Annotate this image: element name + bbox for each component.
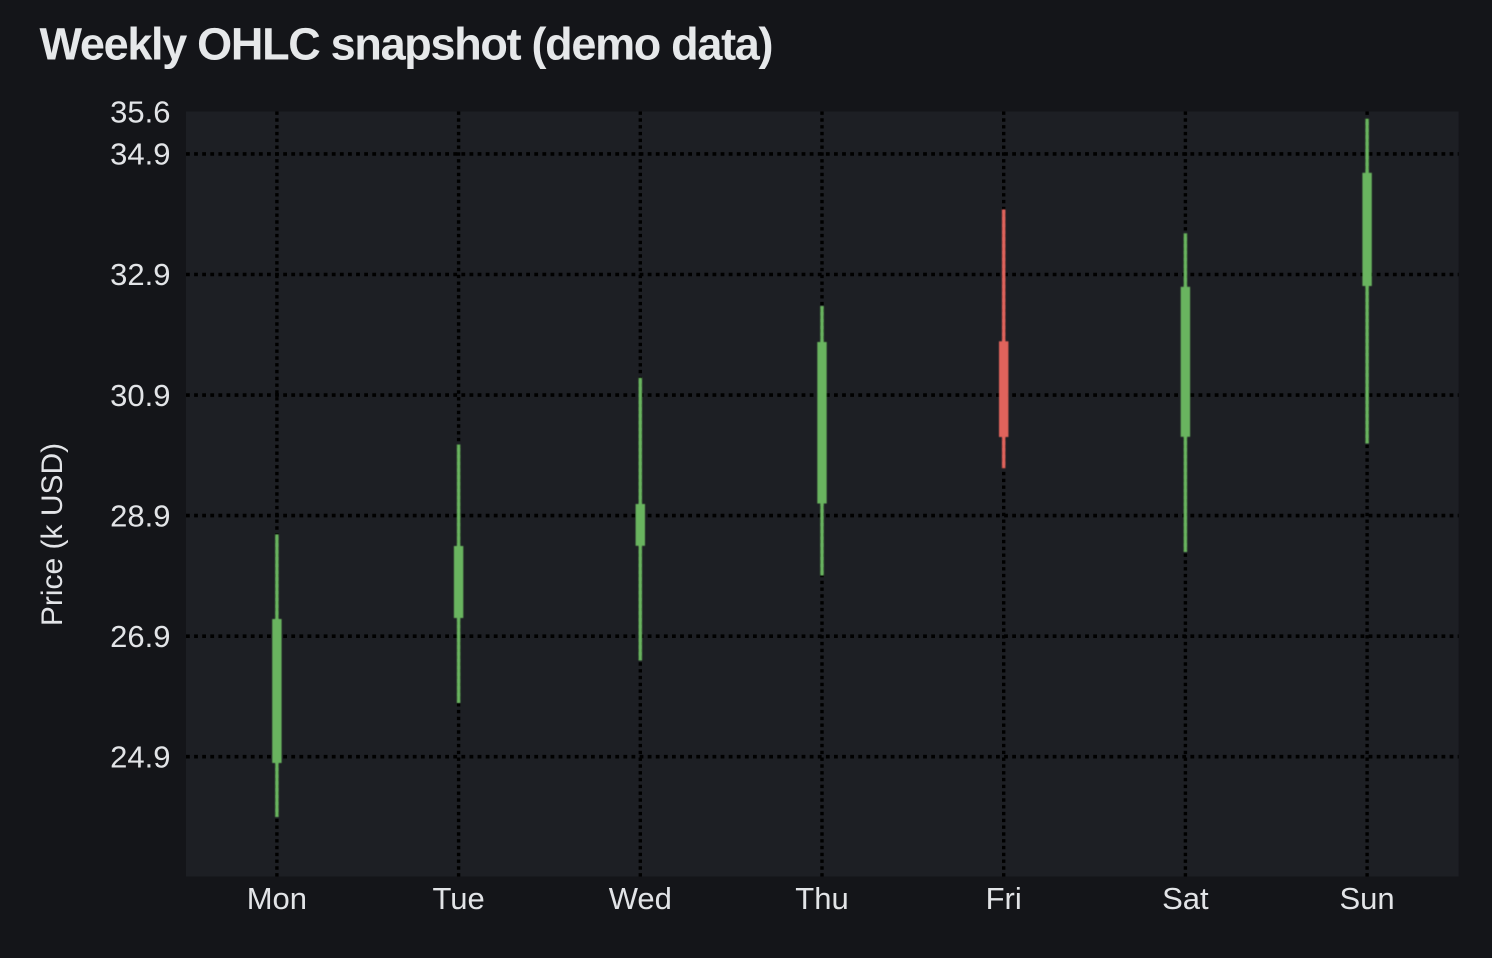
svg-text:24.9: 24.9 — [110, 739, 170, 774]
svg-text:Tue: Tue — [432, 881, 484, 916]
svg-text:30.9: 30.9 — [110, 378, 170, 413]
svg-text:Thu: Thu — [795, 881, 848, 916]
svg-text:Wed: Wed — [609, 881, 672, 916]
svg-text:34.9: 34.9 — [110, 137, 170, 172]
svg-text:26.9: 26.9 — [110, 619, 170, 654]
svg-text:32.9: 32.9 — [110, 257, 170, 292]
svg-text:Sat: Sat — [1162, 881, 1209, 916]
svg-text:Weekly OHLC snapshot (demo dat: Weekly OHLC snapshot (demo data) — [40, 19, 773, 70]
svg-text:28.9: 28.9 — [110, 498, 170, 533]
svg-text:Mon: Mon — [247, 881, 307, 916]
svg-text:Sun: Sun — [1340, 881, 1395, 916]
svg-text:35.6: 35.6 — [110, 94, 170, 129]
svg-text:Fri: Fri — [986, 881, 1022, 916]
svg-text:Price (k USD): Price (k USD) — [36, 443, 69, 626]
